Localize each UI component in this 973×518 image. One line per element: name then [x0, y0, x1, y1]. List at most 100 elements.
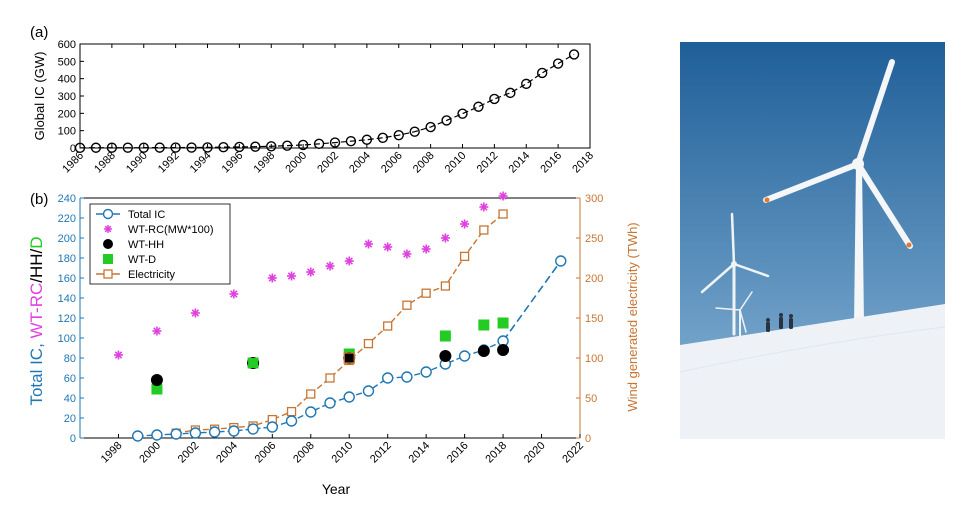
panel-b-y-label-part: WT-RC	[27, 283, 46, 339]
panel-a-chart: (a) Global IC (GW) 1986 1988 1990 1992 1994 1…	[30, 24, 596, 175]
panel-b-right-y-tick-label: 100	[585, 353, 603, 365]
total-ic-point	[247, 423, 259, 435]
global-ic-point	[473, 101, 484, 112]
wt-d-overlap-point	[248, 358, 259, 368]
legend-label: WT-HH	[128, 239, 164, 251]
panel-b-left-y-tick-label: 240	[58, 193, 76, 205]
global-ic-point	[409, 126, 420, 137]
panel-a-y-tick-label: 600	[58, 39, 76, 51]
panel-a-label: (a)	[30, 24, 48, 41]
global-ic-point	[361, 134, 373, 145]
total-ic-point	[151, 429, 163, 441]
legend-circle-marker	[102, 208, 114, 220]
total-ic-projection-point	[555, 255, 567, 267]
panel-a-x-tick-label: 2010	[443, 150, 469, 176]
panel-a-x-tick-label: 2018	[570, 150, 596, 176]
wind-turbine-photo	[680, 42, 945, 439]
electricity-point	[286, 406, 297, 417]
panel-b-x-tick-label: 2014	[406, 440, 432, 466]
wt-rc-point	[190, 308, 200, 318]
legend-box	[89, 203, 231, 285]
electricity-point	[402, 300, 412, 310]
total-ic-point	[458, 350, 471, 362]
panel-a-x-tick-label: 2002	[315, 150, 341, 176]
panel-b-left-y-tick-label: 60	[64, 373, 76, 385]
panel-a-x-tick-label: 1994	[188, 150, 214, 176]
panel-b-right-y-tick-label: 150	[585, 313, 603, 325]
legend-item: WT-HH	[103, 239, 164, 251]
legend: Total IC WT-RC(MW*100) WT-HH WT-D Electricit…	[89, 203, 231, 285]
snow-hill	[680, 304, 945, 439]
total-ic-point	[420, 366, 432, 378]
electricity-point	[306, 389, 316, 399]
global-ic-point	[281, 140, 293, 151]
wt-d-point	[151, 383, 163, 395]
electricity-point	[325, 373, 335, 383]
panel-b-x-tick-label: 2016	[445, 440, 471, 466]
panel-a-y-tick-label: 0	[70, 143, 76, 155]
wt-rc-point	[287, 271, 297, 281]
wt-rc-point	[306, 267, 316, 277]
panel-a-x-tick-label: 1990	[124, 150, 150, 176]
global-ic-point	[552, 58, 564, 69]
people-icon	[766, 313, 793, 332]
panel-b-x-tick-label: 2004	[214, 440, 240, 466]
total-ic-point	[266, 421, 279, 433]
panel-a-x-tick-label: 1992	[156, 150, 182, 176]
wt-rc-point	[421, 244, 431, 254]
electricity-point	[459, 251, 470, 262]
legend-square-marker	[103, 254, 113, 264]
global-ic-point	[489, 93, 500, 105]
panel-a-x-tick-label: 1996	[220, 150, 246, 176]
panel-b-x-tick-label: 2002	[176, 440, 202, 466]
total-ic-point	[228, 425, 240, 437]
wt-d-point	[439, 330, 451, 342]
panel-a-y-tick-label: 500	[58, 56, 76, 68]
panel-b-left-y-tick-label: 80	[64, 353, 76, 365]
wt-hh-point	[343, 352, 356, 364]
panel-b-label: (b)	[30, 191, 48, 208]
legend-square-open-marker	[103, 269, 113, 279]
global-ic-point	[377, 132, 389, 143]
panel-b-left-y-tick-label: 140	[58, 293, 76, 305]
legend-item: WT-D	[103, 254, 156, 266]
main-turbine-icon	[763, 59, 913, 324]
wt-hh-point	[439, 350, 452, 362]
wt-rc-point	[383, 242, 393, 252]
total-ic-point	[381, 372, 394, 384]
panel-b-x-tick-label: 2020	[522, 440, 548, 466]
total-ic-point	[324, 397, 336, 409]
panel-b-left-y-tick-label: 200	[58, 233, 76, 245]
panel-b-left-y-tick-label: 220	[58, 213, 76, 225]
panel-b-left-y-tick-label: 100	[58, 333, 76, 345]
wt-rc-point	[344, 256, 354, 266]
global-ic-point	[90, 142, 102, 153]
global-ic-line	[79, 53, 575, 149]
global-ic-point	[425, 121, 436, 133]
global-ic-point	[457, 108, 468, 119]
panel-b-y-label-part: Total IC,	[27, 338, 46, 405]
global-ic-point	[266, 141, 277, 152]
wt-rc-point	[440, 233, 450, 243]
panel-a-y-tick-label: 400	[58, 74, 76, 86]
wt-d-point	[478, 319, 490, 331]
panel-a-x-tick-label: 2012	[475, 150, 501, 176]
total-ic-point	[170, 428, 182, 440]
wt-rc-point	[479, 202, 489, 212]
global-ic-point	[218, 141, 229, 153]
panel-b-left-y-tick-label: 160	[58, 273, 76, 285]
wt-hh-point	[150, 374, 163, 386]
legend-label: WT-RC(MW*100)	[128, 224, 214, 236]
panel-b-x-tick-label: 2000	[137, 440, 163, 466]
far-turbine-icon	[700, 212, 770, 336]
global-ic-point	[441, 115, 452, 126]
global-ic-point	[170, 142, 181, 153]
global-ic-point	[568, 49, 580, 60]
panel-b-left-y-axis-label: Total IC, WT-RC/HH/D	[27, 236, 46, 405]
panel-b-chart: (b) Total IC, WT-RC/HH/D Wind generated …	[27, 191, 640, 497]
panel-b-y-label-part: D	[27, 236, 46, 248]
global-ic-point	[154, 142, 165, 153]
panel-b-right-y-tick-label: 250	[585, 233, 603, 245]
wt-hh-point	[477, 345, 490, 357]
